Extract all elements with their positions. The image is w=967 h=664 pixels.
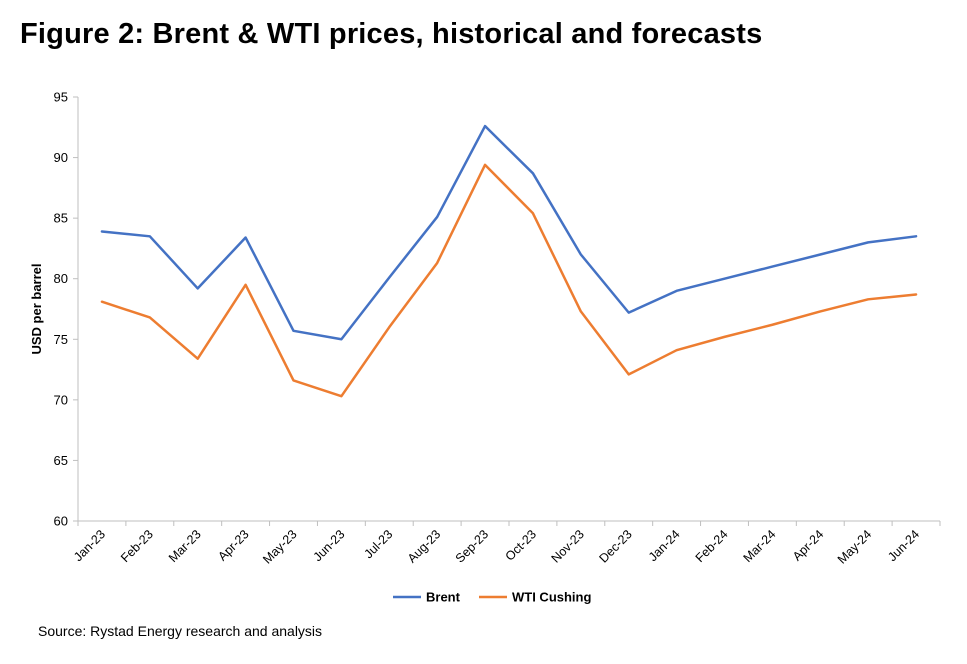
chart-series (100, 124, 918, 398)
x-tick-label: May-24 (835, 527, 874, 566)
legend-label: Brent (426, 590, 461, 605)
source-note: Source: Rystad Energy research and analy… (38, 623, 323, 639)
y-axis-label: USD per barrel (29, 263, 44, 354)
x-tick-label: May-23 (260, 527, 299, 566)
x-tick-label: Jan-24 (646, 527, 683, 564)
x-tick-label: Oct-23 (503, 527, 539, 563)
y-tick-label: 60 (54, 514, 68, 529)
x-tick-label: Feb-24 (693, 527, 731, 565)
y-tick-label: 75 (54, 332, 68, 347)
chart-axes: 60 65 70 75 80 85 90 95 Jan-23 Feb-23 Mar-23 Apr-23… (29, 90, 941, 567)
y-tick-label: 90 (54, 150, 68, 165)
x-tick-label: Dec-23 (596, 527, 634, 565)
x-tick-label: Sep-23 (453, 527, 491, 565)
x-tick-label: Jun-24 (885, 527, 922, 564)
x-tick-label: Mar-24 (741, 527, 779, 565)
series-line-brent (100, 124, 918, 341)
x-tick-label: Nov-23 (549, 527, 587, 565)
x-tick-label: Feb-23 (118, 527, 156, 565)
x-tick-label: Jul-23 (361, 527, 395, 561)
x-tick-label: Apr-24 (790, 527, 826, 563)
x-tick-label: Aug-23 (405, 527, 443, 565)
series-line-wti-cushing (100, 163, 918, 398)
x-tick-label: Jun-23 (311, 527, 348, 564)
x-tick-label: Mar-23 (166, 527, 204, 565)
x-tick-label: Apr-23 (215, 527, 251, 563)
y-tick-label: 70 (54, 392, 68, 407)
chart-legend: Brent WTI Cushing (393, 590, 591, 605)
y-tick-label: 95 (54, 90, 68, 105)
x-tick-label: Jan-23 (71, 527, 108, 564)
legend-label: WTI Cushing (512, 590, 591, 605)
page-title: Figure 2: Brent & WTI prices, historical… (20, 18, 763, 50)
y-tick-label: 65 (54, 453, 68, 468)
y-tick-label: 80 (54, 271, 68, 286)
y-tick-label: 85 (54, 211, 68, 226)
